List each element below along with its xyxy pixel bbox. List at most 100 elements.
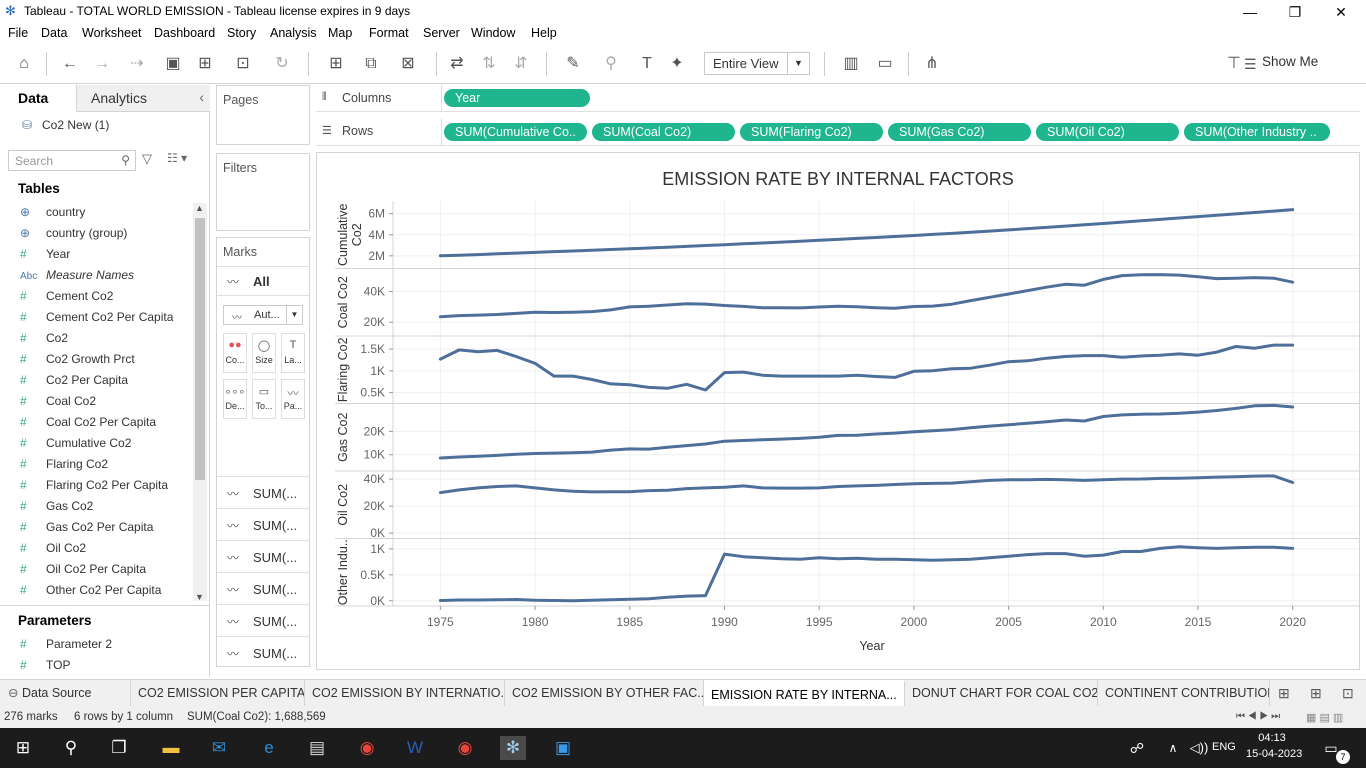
tab-donut-chart[interactable]: DONUT CHART FOR COAL CO2 [905, 680, 1098, 706]
series-line-coal-co2[interactable] [438, 273, 1295, 319]
field-item[interactable]: # Gas Co2 Per Capita [20, 520, 153, 534]
search-icon[interactable]: ⚲ [64, 738, 78, 757]
pill-other-industry-co2[interactable]: SUM(Other Industry .. [1184, 123, 1330, 141]
undo-icon[interactable]: ← [62, 55, 78, 72]
parameter-item[interactable]: # TOP [20, 658, 70, 672]
line-chart[interactable]: EMISSION RATE BY INTERNAL FACTORS 2M 4M 6M C… [317, 153, 1359, 669]
marks-measure-row[interactable]: 〰 SUM(... [217, 572, 309, 604]
save-icon[interactable]: ▣ [165, 55, 181, 72]
menu-window[interactable]: Window [471, 26, 516, 40]
series-line-flaring-co2[interactable] [438, 343, 1295, 392]
field-item[interactable]: # Oil Co2 Per Capita [20, 562, 146, 576]
collapse-icon[interactable]: ‹ [199, 89, 204, 105]
mark-button-label[interactable]: T La... [281, 333, 305, 373]
clock-time[interactable]: 04:13 [1258, 732, 1286, 744]
store-icon[interactable]: ▤ [308, 738, 326, 757]
menu-file[interactable]: File [8, 26, 29, 40]
pill-year[interactable]: Year [444, 89, 590, 107]
tab-emission-rate[interactable]: EMISSION RATE BY INTERNA... [704, 680, 905, 706]
field-item[interactable]: # Cement Co2 Per Capita [20, 310, 173, 324]
field-item[interactable]: # Gas Co2 [20, 499, 93, 513]
group-icon[interactable]: ⚲ [605, 55, 617, 72]
swap-icon[interactable]: ⇄ [450, 55, 464, 72]
people-icon[interactable]: ☍ [1129, 740, 1145, 756]
pill-coal-co2[interactable]: SUM(Coal Co2) [592, 123, 735, 141]
field-item[interactable]: # Cumulative Co2 [20, 436, 131, 450]
pill-oil-co2[interactable]: SUM(Oil Co2) [1036, 123, 1179, 141]
scroll-up-icon[interactable]: ▲ [195, 203, 204, 213]
tab-co2-by-other-factors[interactable]: CO2 EMISSION BY OTHER FAC... [505, 680, 704, 706]
menu-worksheet[interactable]: Worksheet [82, 26, 142, 40]
marks-measure-row[interactable]: 〰 SUM(... [217, 508, 309, 540]
menu-story[interactable]: Story [227, 26, 257, 40]
share-icon[interactable]: ⋔ [925, 55, 939, 72]
field-item[interactable]: # Co2 Growth Prct [20, 352, 135, 366]
view-select[interactable]: Entire View ▼ [704, 52, 810, 75]
show-cards-icon[interactable]: ▥ [843, 55, 859, 72]
menu-analysis[interactable]: Analysis [270, 26, 317, 40]
highlight-icon[interactable]: ✎ [566, 55, 580, 72]
format-painter-icon[interactable]: ⊤ [1227, 55, 1241, 72]
columns-shelf[interactable]: ⫴ Columns Year [316, 85, 1360, 112]
mark-button-color[interactable]: ●● Co... [223, 333, 247, 373]
pause-updates-icon[interactable]: ⊡ [236, 55, 250, 72]
chevron-down-icon[interactable]: ▼ [787, 53, 809, 74]
filters-card[interactable]: Filters [216, 153, 310, 231]
word-icon[interactable]: W [406, 738, 424, 757]
sort-asc-icon[interactable]: ⇅ [482, 55, 496, 72]
refresh-icon[interactable]: ↻ [275, 55, 289, 72]
tab-continent-contribution[interactable]: CONTINENT CONTRIBUTION [1098, 680, 1270, 706]
marks-measure-row[interactable]: 〰 SUM(... [217, 540, 309, 572]
tray-chevron-icon[interactable]: ∧ [1168, 741, 1178, 755]
pin-icon[interactable]: ✦ [670, 55, 684, 72]
mark-button-size[interactable]: ◯ Size [252, 333, 276, 373]
field-item[interactable]: # Co2 Per Capita [20, 373, 128, 387]
new-datasource-icon[interactable]: ⊞ [198, 55, 212, 72]
restore-button[interactable]: ❐ [1288, 4, 1302, 20]
series-line-oil-co2[interactable] [438, 474, 1295, 495]
mark-button-detail[interactable]: ∘∘∘ De... [223, 379, 247, 419]
marks-measure-row[interactable]: 〰 SUM(... [217, 604, 309, 636]
field-item[interactable]: # Co2 [20, 331, 68, 345]
minimize-button[interactable]: — [1243, 4, 1257, 20]
tab-analytics[interactable]: Analytics ‹ [76, 85, 210, 112]
field-item[interactable]: # Coal Co2 [20, 394, 96, 408]
tab-co2-per-capita[interactable]: CO2 EMISSION PER CAPITA [131, 680, 305, 706]
search-input[interactable]: Search ⚲ [8, 150, 136, 171]
filter-icon[interactable]: ▽ [142, 151, 152, 166]
replay-icon[interactable]: ⇢ [130, 55, 144, 72]
menu-format[interactable]: Format [369, 26, 409, 40]
windows-start-icon[interactable]: ⊞ [15, 738, 31, 757]
chrome-icon[interactable]: ◉ [359, 738, 375, 757]
close-button[interactable]: ✕ [1335, 4, 1347, 20]
field-item[interactable]: # Year [20, 247, 70, 261]
pill-cumulative-co2[interactable]: SUM(Cumulative Co.. [444, 123, 587, 141]
mark-type-select[interactable]: 〰 Aut... ▼ [223, 305, 303, 325]
label-icon[interactable]: T [642, 55, 652, 72]
series-line-cumulative-co2[interactable] [438, 208, 1295, 258]
photos-icon[interactable]: ▣ [554, 738, 572, 757]
tab-data[interactable]: Data [0, 85, 76, 112]
mark-button-path[interactable]: 〰 Pa... [281, 379, 305, 419]
chevron-down-icon[interactable]: ▼ [286, 306, 302, 324]
volume-icon[interactable]: ◁)) [1189, 740, 1209, 755]
redo-icon[interactable]: → [94, 55, 110, 72]
datasource-name[interactable]: Co2 New (1) [42, 118, 110, 132]
tableau-taskbar-icon[interactable]: ✻ [500, 736, 526, 760]
language-indicator[interactable]: ENG [1212, 741, 1236, 753]
clear-sheet-icon[interactable]: ⊠ [401, 55, 415, 72]
field-item[interactable]: # Oil Co2 [20, 541, 86, 555]
notification-icon[interactable]: ▭ [1324, 740, 1338, 756]
pill-flaring-co2[interactable]: SUM(Flaring Co2) [740, 123, 883, 141]
menu-dashboard[interactable]: Dashboard [154, 26, 216, 40]
chrome-profile-icon[interactable]: ◉ [457, 738, 473, 757]
new-worksheet-icon[interactable]: ⊞ [1278, 685, 1290, 701]
marks-all-row[interactable]: 〰 All [217, 266, 309, 296]
scroll-down-icon[interactable]: ▼ [195, 592, 204, 602]
field-item[interactable]: # Other Co2 Per Capita [20, 583, 161, 597]
field-item[interactable]: # Coal Co2 Per Capita [20, 415, 156, 429]
task-view-icon[interactable]: ❐ [111, 738, 127, 757]
home-icon[interactable]: ⌂ [19, 55, 29, 72]
menu-server[interactable]: Server [423, 26, 460, 40]
field-item[interactable]: ⊕ country (group) [20, 226, 127, 240]
